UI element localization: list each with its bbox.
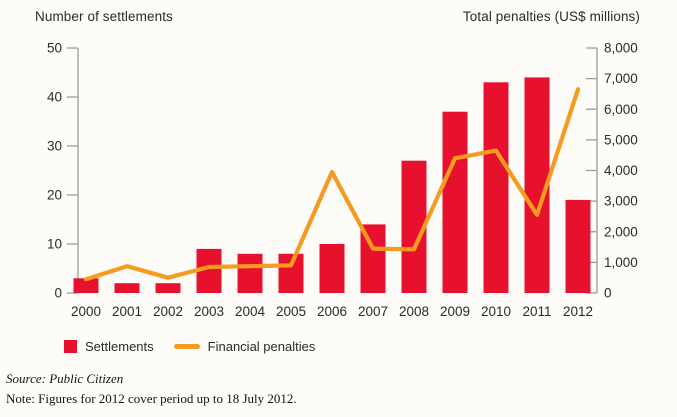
figure-footer: Source: Public Citizen Note: Figures for… bbox=[6, 369, 297, 409]
x-axis-label-2005: 2005 bbox=[276, 304, 306, 319]
left-axis-tick-label: 0 bbox=[54, 286, 62, 301]
note-line: Note: Figures for 2012 cover period up t… bbox=[6, 391, 297, 407]
left-axis-tick-label: 50 bbox=[47, 41, 62, 56]
x-axis-label-2003: 2003 bbox=[194, 304, 224, 319]
left-axis-tick-label: 40 bbox=[47, 90, 62, 105]
x-axis-label-2006: 2006 bbox=[317, 304, 347, 319]
right-axis-tick-label: 1,000 bbox=[604, 255, 638, 270]
legend-settlements-label: Settlements bbox=[85, 339, 154, 354]
source-line: Source: Public Citizen bbox=[6, 371, 124, 386]
bar-2009 bbox=[442, 111, 468, 293]
legend-penalties: Financial penalties bbox=[173, 339, 316, 354]
right-axis-title: Total penalties (US$ millions) bbox=[462, 9, 640, 24]
x-axis-label-2011: 2011 bbox=[522, 304, 551, 319]
settlements-square-swatch-icon bbox=[64, 340, 77, 353]
left-axis-tick-label: 30 bbox=[47, 139, 62, 154]
x-axis-label-2009: 2009 bbox=[440, 304, 470, 319]
bar-2005 bbox=[278, 253, 304, 293]
bar-2001 bbox=[114, 283, 140, 293]
right-axis-tick-label: 0 bbox=[604, 286, 612, 301]
bar-2006 bbox=[319, 244, 345, 293]
bar-2010 bbox=[483, 82, 509, 293]
right-axis-tick-label: 6,000 bbox=[604, 102, 638, 117]
left-axis-tick-label: 20 bbox=[47, 188, 62, 203]
x-axis-label-2004: 2004 bbox=[235, 304, 266, 319]
right-axis-tick-label: 7,000 bbox=[604, 71, 638, 86]
x-axis-label-2000: 2000 bbox=[71, 304, 101, 319]
left-axis-tick-label: 10 bbox=[47, 237, 62, 252]
right-axis-tick-label: 4,000 bbox=[604, 163, 638, 178]
legend: Settlements Financial penalties bbox=[64, 339, 315, 354]
x-axis-label-2001: 2001 bbox=[112, 304, 142, 319]
x-axis-label-2008: 2008 bbox=[399, 304, 429, 319]
combo-chart: 0 10 20 30 40 50 0 1,000 2,000 3,000 4,000 5,000 6,0… bbox=[47, 41, 638, 320]
right-axis-tick-label: 5,000 bbox=[604, 132, 638, 147]
bar-2012 bbox=[565, 199, 591, 293]
chart-canvas: 0 10 20 30 40 50 0 1,000 2,000 3,000 4,000 5,000 6,0… bbox=[47, 41, 638, 320]
right-axis-tick-label: 3,000 bbox=[604, 194, 638, 209]
x-axis-label-2010: 2010 bbox=[481, 304, 511, 319]
bar-2000 bbox=[73, 278, 99, 293]
left-axis-title: Number of settlements bbox=[35, 9, 173, 24]
bar-2002 bbox=[155, 283, 181, 293]
right-axis-tick-label: 2,000 bbox=[604, 224, 638, 239]
x-axis-label-2002: 2002 bbox=[153, 304, 183, 319]
bar-2004 bbox=[237, 253, 263, 293]
legend-settlements: Settlements bbox=[64, 339, 154, 354]
x-axis-label-2012: 2012 bbox=[563, 304, 593, 319]
legend-penalties-label: Financial penalties bbox=[207, 339, 316, 354]
right-axis-tick-label: 8,000 bbox=[604, 41, 638, 56]
penalties-line bbox=[83, 87, 581, 282]
penalties-line-swatch-icon bbox=[173, 344, 200, 349]
x-axis-label-2007: 2007 bbox=[358, 304, 388, 319]
